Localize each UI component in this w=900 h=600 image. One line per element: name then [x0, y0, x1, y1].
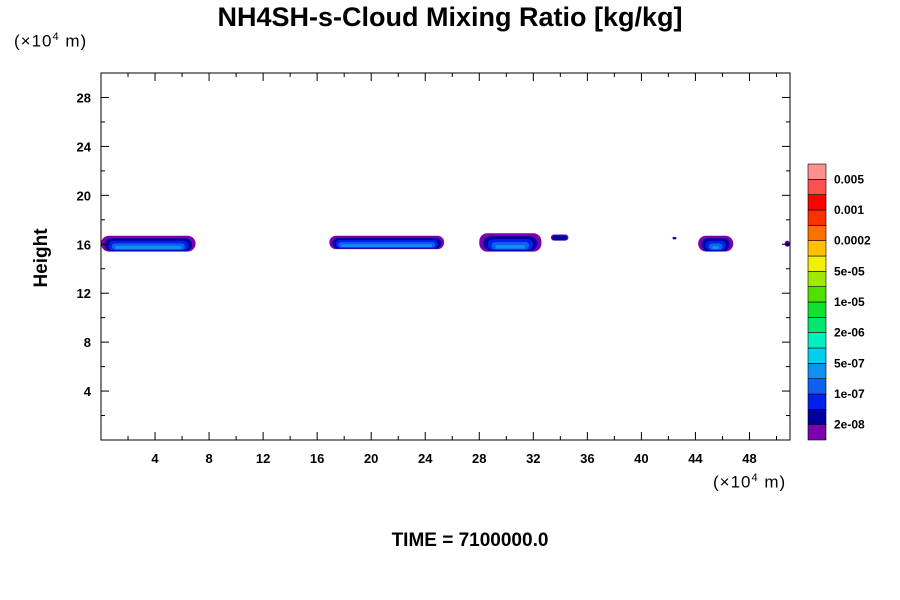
colorbar-swatch [807, 347, 827, 364]
colorbar-swatch [807, 163, 827, 180]
x-tick-label: 28 [472, 451, 486, 466]
x-tick-label: 12 [256, 451, 270, 466]
y-tick-label: 20 [77, 188, 91, 203]
cloud-contour [341, 244, 433, 248]
colorbar-swatch [807, 393, 827, 410]
colorbar-label: 2e-08 [834, 418, 865, 432]
x-tick-label: 24 [418, 451, 433, 466]
colorbar-swatch [807, 225, 827, 241]
colorbar-swatch [807, 409, 827, 425]
colorbar-swatch [807, 332, 827, 349]
colorbar-label: 5e-07 [834, 356, 865, 370]
colorbar-label: 5e-05 [834, 264, 865, 278]
y-tick-label: 16 [77, 237, 91, 252]
cloud-contour [495, 245, 525, 249]
x-tick-label: 44 [688, 451, 703, 466]
cloud-patch [784, 240, 790, 247]
colorbar-swatch [807, 378, 827, 395]
chart-title: NH4SH-s-Cloud Mixing Ratio [kg/kg] [217, 2, 683, 32]
colorbar-swatch [807, 179, 827, 195]
x-tick-label: 4 [151, 451, 159, 466]
colorbar-swatch [807, 317, 827, 333]
colorbar-swatch [807, 286, 827, 303]
cloud-contour [115, 245, 182, 250]
x-tick-label: 36 [580, 451, 594, 466]
x-tick-label: 32 [526, 451, 540, 466]
time-label: TIME = 7100000.0 [391, 530, 549, 551]
cloud-patch [479, 233, 542, 252]
cloud-patch [550, 234, 569, 241]
cloud-layer [101, 233, 790, 252]
x-unit-label: (×104 m) [713, 472, 787, 492]
x-tick-label: 48 [742, 451, 756, 466]
cloud-patch [672, 236, 677, 240]
colorbar-swatch [807, 194, 827, 211]
x-tick-label: 8 [205, 451, 212, 466]
y-tick-label: 12 [77, 286, 91, 301]
colorbar-swatch [807, 301, 827, 318]
colorbar-swatch [807, 240, 827, 257]
colorbar-swatch [807, 255, 827, 272]
y-tick-label: 8 [84, 335, 91, 350]
cloud-patch [698, 235, 734, 252]
y-tick-label: 24 [77, 139, 92, 154]
colorbar-label: 1e-05 [834, 295, 865, 309]
y-tick-label: 28 [77, 90, 91, 105]
y-unit-label: (×104 m) [14, 31, 88, 51]
colorbar-swatch [807, 209, 827, 226]
x-tick-label: 20 [364, 451, 378, 466]
cloud-contour [712, 245, 720, 250]
colorbar: 2e-08 1e-07 5e-07 2e-06 1e-05 5e-05 0.0002 0.00… [807, 163, 871, 441]
cloud-patch [101, 235, 196, 252]
colorbar-label: 0.0002 [834, 234, 871, 248]
colorbar-label: 0.001 [834, 203, 864, 217]
colorbar-label: 2e-06 [834, 326, 865, 340]
cloud-patch [329, 235, 445, 250]
plot-frame [100, 72, 791, 441]
colorbar-swatch [807, 363, 827, 379]
cloud-contour [673, 237, 676, 240]
x-tick-label: 16 [310, 451, 324, 466]
colorbar-label: 1e-07 [834, 387, 865, 401]
colorbar-label: 0.005 [834, 172, 864, 186]
x-tick-label: 40 [634, 451, 648, 466]
colorbar-swatch [807, 271, 827, 287]
cloud-contour [552, 235, 568, 241]
y-tick-label: 4 [84, 384, 92, 399]
colorbar-swatch [807, 424, 827, 441]
